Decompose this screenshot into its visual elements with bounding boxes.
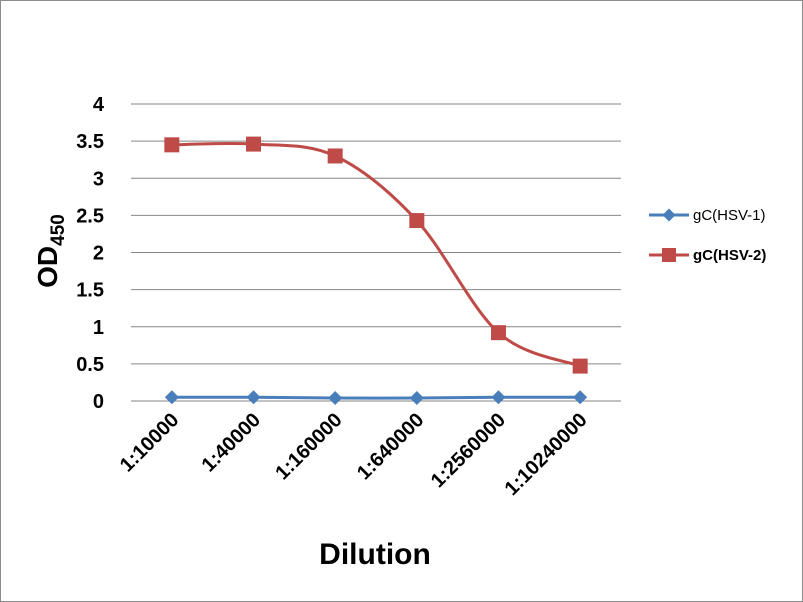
y-tick-label: 2.5 [76,205,104,227]
series-2 [164,136,588,374]
y-tick-label: 1 [93,317,104,339]
legend-label: gC(HSV-1) [693,207,766,224]
data-point [164,390,179,405]
data-point [246,136,261,152]
x-tick-label: 1:2560000 [427,409,510,492]
data-point [573,390,588,405]
series-line [171,395,581,400]
data-point [491,325,506,341]
series-group [164,136,588,406]
data-point [246,390,261,405]
y-axis-title: OD450 [32,214,69,288]
y-tick-labels: 0 0.5 1 1.5 2 2.5 3 3.5 4 [76,94,105,413]
data-point [328,391,343,406]
y-tick-label: 3.5 [76,131,104,153]
x-tick-label: 1:10240000 [501,409,592,500]
x-tick-label: 1:160000 [271,409,346,484]
data-point [491,390,506,405]
x-tick-label: 1:640000 [353,409,428,484]
legend-marker [662,208,676,222]
y-tick-label: 4 [93,94,105,116]
legend-entry: gC(HSV-2) [649,247,766,264]
y-tick-label: 2 [93,243,104,265]
data-point [409,213,425,229]
x-tick-labels: 1:10000 1:40000 1:160000 1:6400001:25600001… [116,409,592,500]
legend: gC(HSV-1) gC(HSV-2) [649,207,766,264]
y-tick-label: 3 [93,168,104,190]
legend-entry: gC(HSV-1) [649,207,766,224]
series-1 [164,390,588,406]
x-axis-title: Dilution [319,538,431,571]
x-tick-label: 1:10000 [116,409,183,476]
y-tick-label: 0 [93,391,104,413]
data-point [327,148,343,164]
gridlines [131,103,621,402]
y-tick-label: 1.5 [76,280,104,302]
y-tick-label: 0.5 [76,354,104,376]
data-point [164,137,180,153]
series-line [171,141,581,368]
x-tick-label: 1:40000 [198,409,265,476]
data-point [572,358,588,374]
legend-marker [662,248,676,262]
legend-label: gC(HSV-2) [693,247,766,264]
data-point [409,391,424,406]
